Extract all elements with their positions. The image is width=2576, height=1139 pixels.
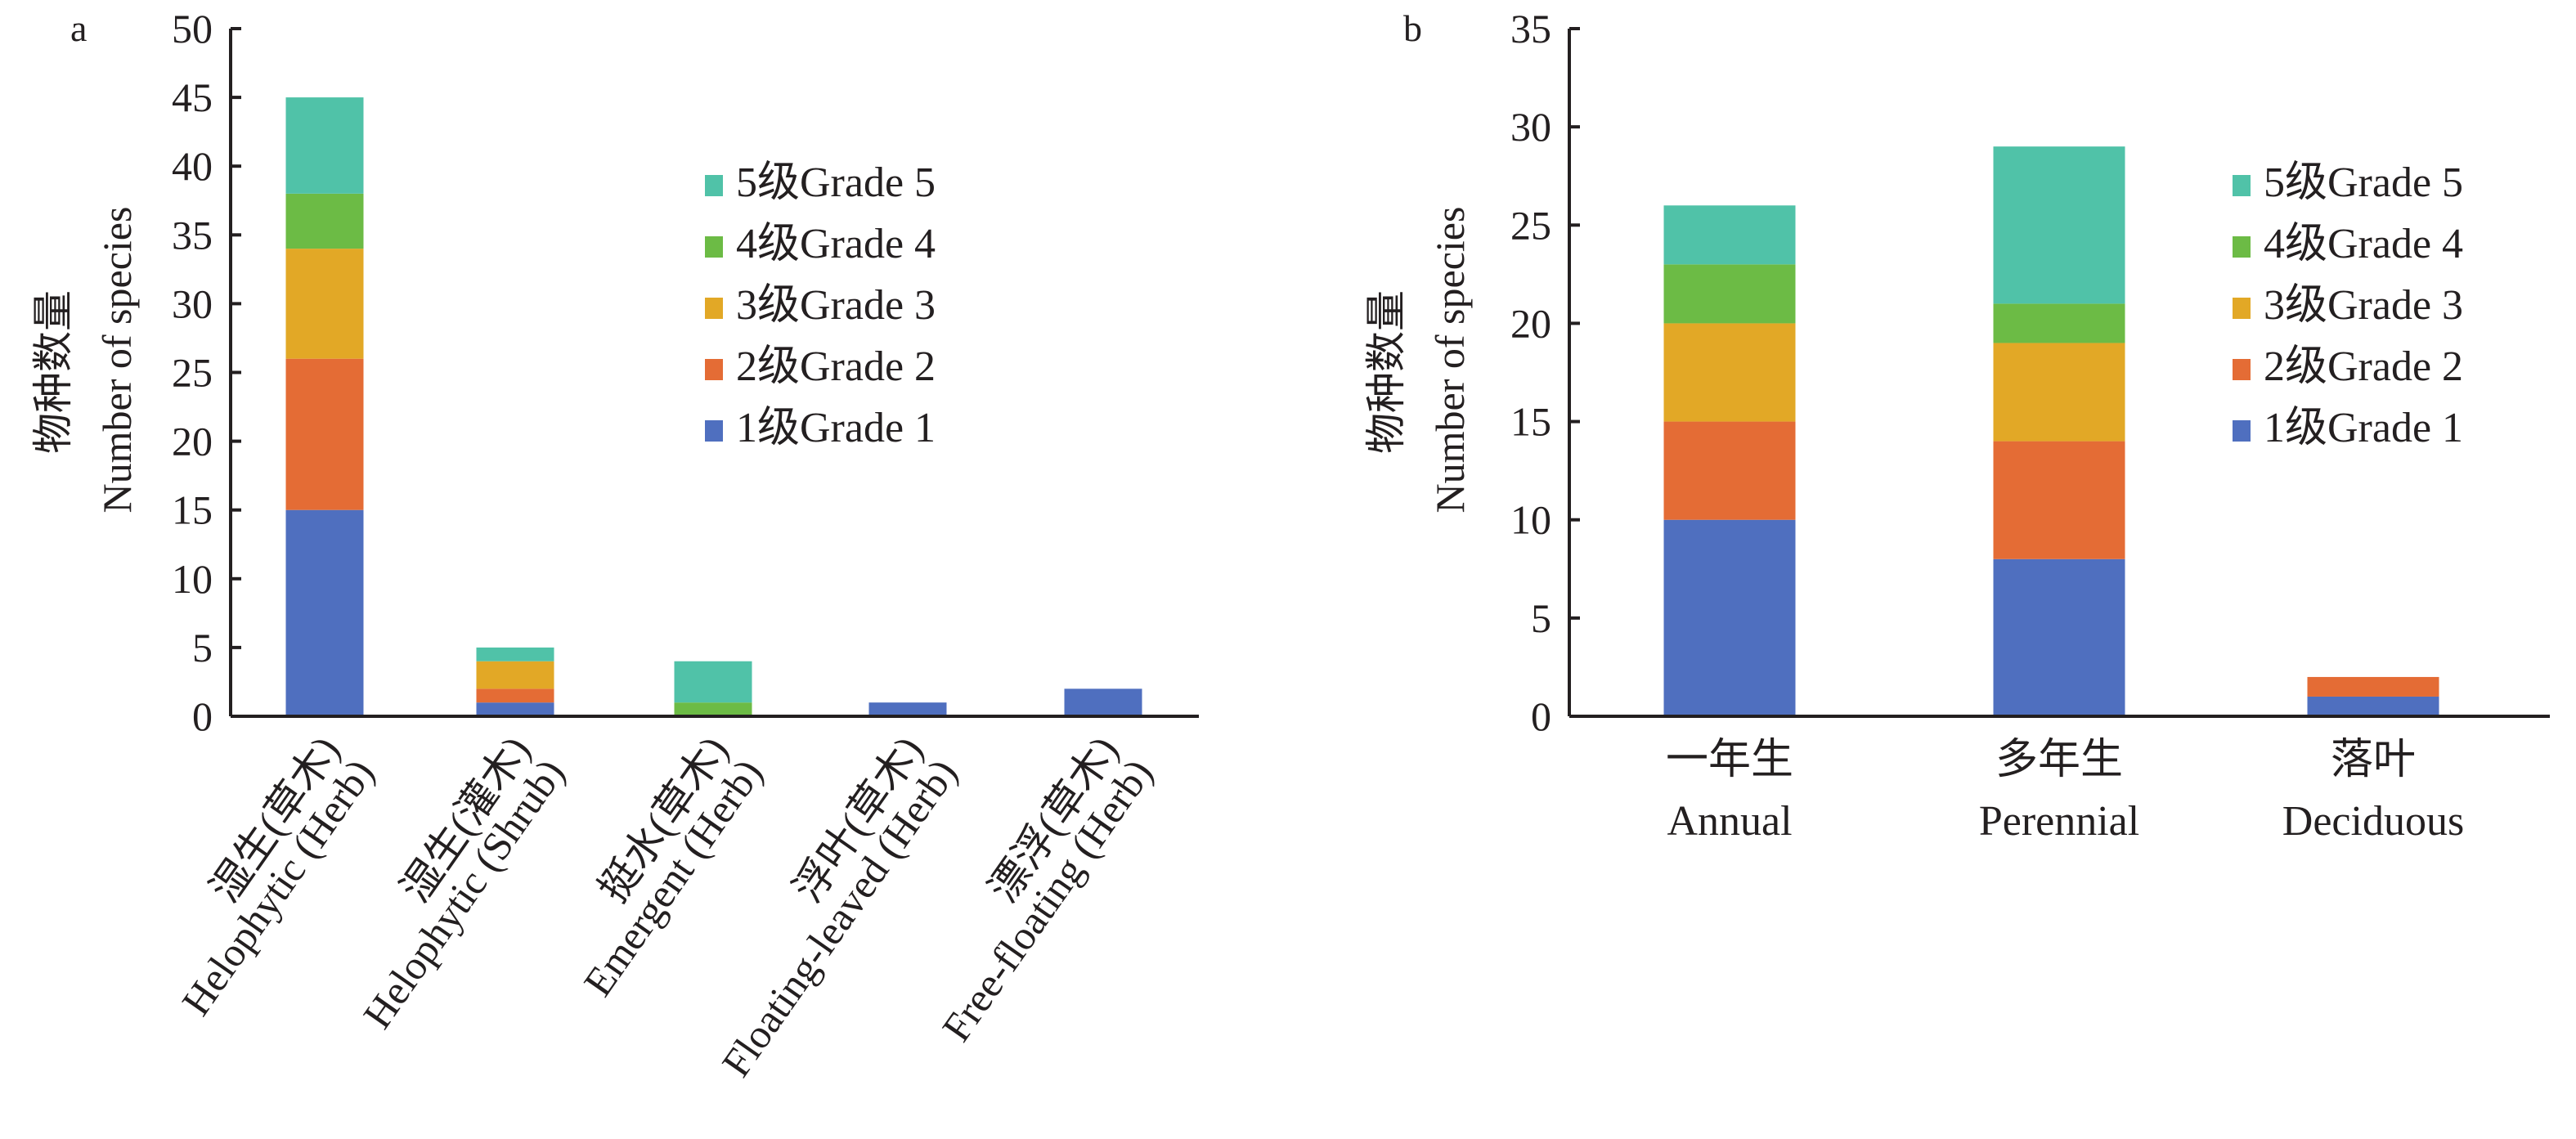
y-tick-label: 30 [1510, 104, 1551, 150]
legend-label: 5级Grade 5 [2264, 159, 2463, 206]
legend-label: 4级Grade 4 [2264, 221, 2463, 267]
legend-label: 5级Grade 5 [736, 159, 936, 206]
panel-b-plot: 0 5 10 15 20 25 30 35 一年生 Annual 多年生 Perennial 落叶 Dec… [1510, 6, 2550, 845]
bar-segment-a-0-grade-4 [285, 193, 364, 249]
y-tick-label: 10 [172, 556, 213, 602]
x-tick-label-en: Perennial [1979, 798, 2139, 845]
bar-segment-b-1-grade-3 [1993, 343, 2125, 442]
y-tick-label: 10 [1510, 497, 1551, 543]
bar-segment-b-0-grade-3 [1663, 323, 1796, 422]
y-tick-label: 35 [1510, 6, 1551, 52]
y-tick-label: 25 [172, 350, 213, 396]
legend-item: 2级Grade 2 [705, 343, 936, 390]
bar-segment-b-0-grade-2 [1663, 421, 1796, 520]
legend-item: 1级Grade 1 [2233, 405, 2463, 451]
bar-segment-b-0-grade-5 [1663, 205, 1796, 265]
bar-segment-b-1-grade-2 [1993, 441, 2125, 559]
legend-label: 2级Grade 2 [736, 343, 936, 390]
legend-item: 5级Grade 5 [705, 159, 936, 206]
legend-swatch [705, 420, 723, 442]
panel-b-ylabel-en: Number of species [1427, 207, 1473, 513]
legend-swatch [705, 298, 723, 319]
bar-segment-a-1-grade-5 [476, 647, 554, 661]
bar-segment-a-0-grade-1 [285, 509, 364, 716]
bar-segment-a-0-grade-5 [285, 97, 364, 194]
y-tick-label: 30 [172, 280, 213, 326]
y-tick-label: 20 [1510, 300, 1551, 346]
x-tick-label-cn: 多年生 [1995, 737, 2123, 783]
legend-label: 1级Grade 1 [736, 405, 936, 451]
panel-a-ylabel-cn: 物种数量 [30, 290, 76, 454]
y-tick-label: 25 [1510, 202, 1551, 248]
legend-item: 4级Grade 4 [2233, 221, 2463, 267]
panel-b: b 物种数量 Number of species 0 5 10 15 20 25 30 35 一… [1363, 6, 2550, 845]
legend-label: 2级Grade 2 [2264, 343, 2463, 390]
bar-segment-a-2-grade-5 [674, 661, 752, 703]
bar-segment-a-0-grade-3 [285, 249, 364, 359]
y-tick-label: 5 [192, 625, 213, 670]
legend-swatch [2233, 298, 2251, 319]
panel-b-label: b [1403, 7, 1422, 49]
panel-b-ylabel-cn: 物种数量 [1363, 290, 1409, 454]
legend-swatch [2233, 359, 2251, 380]
legend-item: 5级Grade 5 [2233, 159, 2463, 206]
legend: 5级Grade 5 4级Grade 4 3级Grade 3 2级Grade 2 1级Gr… [705, 159, 936, 451]
legend-label: 4级Grade 4 [736, 221, 936, 267]
y-tick-label: 50 [172, 6, 213, 52]
legend-swatch [705, 359, 723, 380]
legend-swatch [705, 236, 723, 258]
y-tick-label: 0 [192, 693, 213, 739]
legend-swatch [2233, 236, 2251, 258]
bar-segment-a-4-grade-1 [1064, 688, 1142, 716]
bar-segment-a-1-grade-2 [476, 688, 554, 703]
bar-segment-a-0-grade-2 [285, 358, 364, 510]
bar-segment-b-0-grade-4 [1663, 264, 1796, 324]
legend-label: 1级Grade 1 [2264, 405, 2463, 451]
legend-label: 3级Grade 3 [2264, 282, 2463, 329]
y-tick-label: 45 [172, 74, 213, 120]
bar-segment-a-1-grade-1 [476, 702, 554, 716]
legend-swatch [2233, 175, 2251, 196]
y-tick-label: 0 [1531, 693, 1551, 739]
legend-item: 3级Grade 3 [2233, 282, 2463, 329]
y-tick-label: 15 [1510, 399, 1551, 445]
x-tick-label-cn: 落叶 [2331, 737, 2416, 783]
bar-segment-b-1-grade-1 [1993, 558, 2125, 716]
bar-segment-a-2-grade-4 [674, 702, 752, 716]
legend-swatch [705, 175, 723, 196]
legend-label: 3级Grade 3 [736, 282, 936, 329]
bar-segment-a-3-grade-1 [868, 702, 947, 716]
legend-swatch [2233, 420, 2251, 442]
panel-a-ylabel-en: Number of species [94, 207, 140, 513]
y-tick-label: 20 [172, 419, 213, 464]
x-tick-label-cn: 一年生 [1666, 737, 1793, 783]
y-tick-label: 5 [1531, 595, 1551, 641]
legend-item: 1级Grade 1 [705, 405, 936, 451]
y-tick-label: 15 [172, 487, 213, 533]
x-tick-label-en: Annual [1667, 798, 1792, 845]
bar-segment-a-1-grade-3 [476, 661, 554, 689]
y-tick-label: 40 [172, 143, 213, 189]
y-tick-label: 35 [172, 212, 213, 258]
bar-segment-b-1-grade-5 [1993, 146, 2125, 304]
bar-segment-b-0-grade-1 [1663, 519, 1796, 716]
legend-item: 3级Grade 3 [705, 282, 936, 329]
x-tick-label-en: Deciduous [2282, 798, 2464, 845]
panel-a: a 物种数量 Number of species 0 5 10 15 20 25 30 35 4… [30, 6, 1199, 1085]
panel-a-label: a [70, 7, 87, 49]
legend: 5级Grade 5 4级Grade 4 3级Grade 3 2级Grade 2 1级Gr… [2233, 159, 2463, 451]
bar-segment-b-1-grade-4 [1993, 303, 2125, 343]
legend-item: 2级Grade 2 [2233, 343, 2463, 390]
bar-segment-b-2-grade-2 [2307, 676, 2439, 697]
bar-segment-b-2-grade-1 [2307, 696, 2439, 716]
legend-item: 4级Grade 4 [705, 221, 936, 267]
